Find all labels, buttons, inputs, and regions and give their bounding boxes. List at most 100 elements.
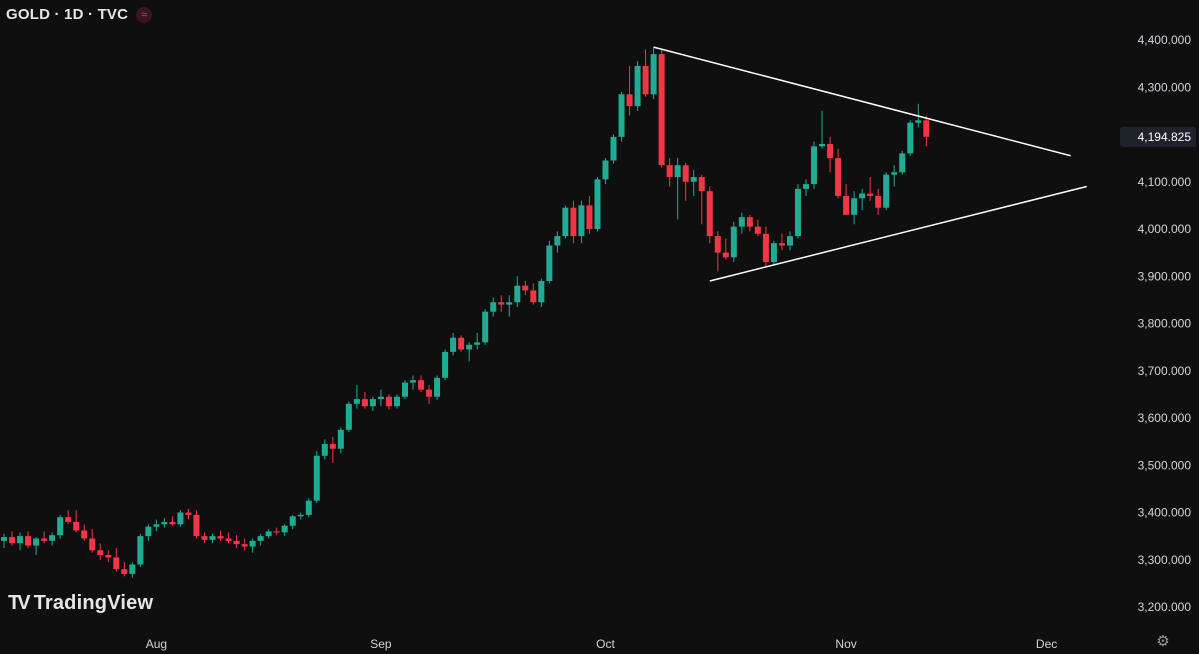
- price-tick-label: 3,500.000: [1138, 458, 1192, 472]
- candle-body: [281, 525, 288, 533]
- candle: [738, 212, 745, 234]
- candle-body: [867, 193, 874, 196]
- candle-body: [803, 184, 809, 189]
- gear-icon[interactable]: ⚙: [1156, 633, 1170, 650]
- candle-body: [321, 443, 328, 456]
- candle: [377, 389, 384, 407]
- candle-body: [746, 217, 753, 227]
- candle: [418, 375, 425, 393]
- candle: [819, 110, 826, 149]
- candle: [161, 518, 168, 528]
- candle-body: [538, 280, 545, 303]
- candle-body: [714, 236, 721, 253]
- candle: [201, 532, 208, 544]
- candle-body: [129, 564, 136, 574]
- candle-body: [474, 342, 481, 345]
- candle: [626, 65, 633, 116]
- candle: [233, 535, 240, 548]
- candle-body: [642, 65, 649, 95]
- candle: [265, 529, 272, 539]
- candle-body: [121, 569, 128, 574]
- candle: [105, 550, 112, 563]
- price-tick-label: 3,200.000: [1138, 600, 1192, 614]
- candle: [594, 177, 601, 232]
- candle-body: [578, 205, 585, 237]
- candle: [129, 562, 136, 578]
- candle-body: [361, 399, 368, 407]
- wave-icon[interactable]: ≈: [136, 6, 153, 23]
- candle: [754, 219, 761, 237]
- symbol-title[interactable]: GOLD · 1D · TVC: [6, 6, 129, 23]
- candle-body: [1, 537, 7, 541]
- trendline-upper-resistance[interactable]: [653, 46, 1071, 157]
- candle-body: [297, 514, 304, 517]
- price-axis[interactable]: 4,400.000 4,300.000 4,100.000 4,000.000 3,90…: [1120, 33, 1196, 614]
- candle: [706, 186, 713, 244]
- time-axis[interactable]: Aug Sep Oct Nov Dec: [146, 637, 1058, 651]
- candle-body: [666, 165, 673, 178]
- candle: [730, 221, 737, 263]
- candle: [185, 508, 192, 520]
- candle: [843, 184, 850, 215]
- candle: [249, 538, 256, 553]
- candle-body: [201, 536, 208, 540]
- time-tick-label: Aug: [146, 637, 167, 651]
- price-tick-label: 4,400.000: [1138, 33, 1192, 47]
- candle-body: [65, 517, 72, 522]
- trendline-lower-support[interactable]: [709, 185, 1087, 282]
- candle-body: [907, 122, 914, 154]
- candle: [402, 380, 408, 400]
- candle-body: [145, 526, 152, 537]
- candle: [578, 200, 585, 244]
- candle: [73, 510, 80, 533]
- candle-body: [426, 389, 433, 397]
- candle: [482, 309, 489, 345]
- candle-body: [313, 455, 320, 501]
- price-tick-label: 3,600.000: [1138, 411, 1192, 425]
- candle: [682, 162, 689, 201]
- candle: [169, 516, 176, 526]
- candle: [514, 276, 521, 307]
- candle-body: [546, 245, 553, 281]
- candle-body: [105, 555, 112, 558]
- price-tick-label: 4,300.000: [1138, 80, 1192, 94]
- candle-body: [97, 550, 104, 556]
- price-tick-label: 4,000.000: [1138, 222, 1192, 236]
- candle: [321, 439, 328, 460]
- time-tick-label: Nov: [835, 637, 856, 651]
- candle: [714, 231, 721, 272]
- candle-body: [819, 143, 826, 147]
- candle-body: [137, 536, 144, 565]
- candle-body: [177, 512, 184, 525]
- candle-body: [851, 198, 858, 215]
- candle: [466, 342, 473, 362]
- candle-body: [698, 177, 705, 192]
- candle: [690, 169, 697, 196]
- candle: [538, 278, 545, 307]
- candle-body: [875, 195, 882, 208]
- candle-body: [410, 380, 417, 383]
- candle-body: [402, 382, 408, 397]
- candle: [89, 529, 96, 553]
- candle-body: [899, 153, 906, 173]
- candle: [385, 394, 392, 410]
- candle-body: [835, 158, 842, 196]
- candle-body: [377, 396, 384, 400]
- candle-body: [9, 537, 16, 544]
- candle: [97, 543, 104, 560]
- candle: [281, 524, 288, 537]
- candle-body: [353, 399, 360, 404]
- candle: [209, 533, 216, 544]
- candle: [658, 49, 665, 168]
- trendlines-layer: [653, 46, 1087, 282]
- candle-body: [450, 337, 457, 352]
- candle: [25, 531, 32, 548]
- candle: [33, 537, 40, 556]
- candle: [305, 498, 312, 518]
- candle: [353, 384, 360, 409]
- candle-body: [73, 521, 80, 531]
- candle-body: [634, 65, 641, 107]
- candle: [610, 134, 617, 164]
- candle-body: [458, 337, 465, 350]
